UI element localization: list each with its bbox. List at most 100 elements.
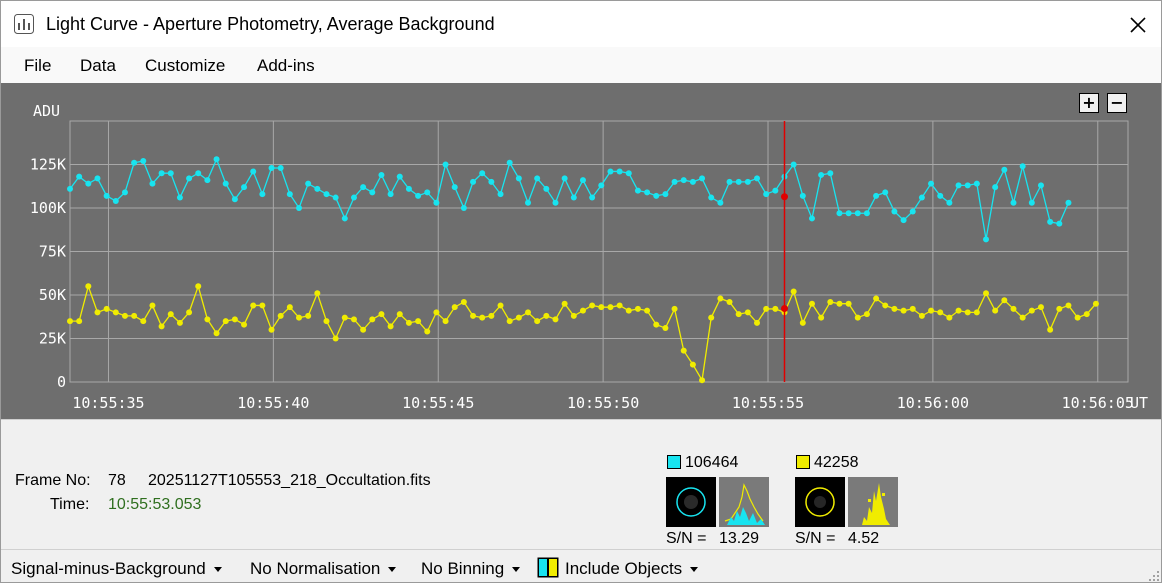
series-2-point [415, 318, 422, 325]
series-2-point [67, 318, 73, 325]
series-1-point [570, 194, 577, 201]
series-1-point [928, 180, 935, 187]
object2-color-swatch[interactable] [796, 455, 810, 469]
series-1-point [460, 205, 467, 211]
series-2-point [625, 307, 632, 314]
series-1-point [350, 194, 357, 201]
series-1-point [708, 194, 715, 201]
series-2-point [433, 309, 440, 316]
series-1-point [140, 158, 147, 165]
series-2-point [341, 314, 348, 321]
menu-customize[interactable]: Customize [145, 56, 226, 75]
series-1-point [1028, 199, 1035, 206]
object1-sn-value: 13.29 [719, 530, 760, 547]
series-2-point [131, 312, 138, 319]
series-1-point [296, 205, 303, 211]
series-2-point [671, 305, 678, 312]
series-2-point [570, 312, 577, 319]
chevron-down-icon [388, 567, 397, 573]
signal-mode-dropdown[interactable]: Signal-minus-Background [11, 559, 222, 579]
series-2-point [121, 312, 128, 319]
series-2-point [763, 305, 770, 312]
series-1-point [607, 168, 614, 175]
series-2-point [387, 323, 394, 330]
zoom-out-button[interactable]: − [1107, 93, 1127, 113]
series-2-point [708, 314, 715, 321]
series-1-point [158, 170, 165, 177]
series-2-point [1074, 314, 1081, 321]
series-2-point [754, 319, 761, 326]
series-2-point [744, 309, 751, 316]
series-1-point [534, 175, 541, 182]
series-1-point [360, 184, 367, 191]
series-2-point [332, 335, 339, 342]
series-1-point [222, 180, 229, 187]
series-2-point [195, 283, 202, 290]
series-2-point [460, 298, 467, 305]
series-2-point [772, 305, 779, 312]
series-2-point [955, 307, 962, 314]
series-2-point [1028, 307, 1035, 314]
series-1-point [186, 175, 193, 182]
object1-value: 106464 [685, 454, 739, 471]
series-1-point [341, 215, 348, 222]
series-1-point [589, 194, 596, 201]
close-icon[interactable] [1123, 10, 1153, 40]
series-1-point [415, 192, 422, 199]
series-2-point [296, 314, 303, 321]
series-2-point [662, 325, 669, 332]
series-2-point [1001, 297, 1008, 304]
frame-filename: 20251127T105553_218_Occultation.fits [148, 472, 431, 489]
series-1-point [772, 187, 779, 194]
menu-data[interactable]: Data [80, 56, 116, 75]
include-objects-icon[interactable] [537, 557, 559, 578]
menu-add-ins[interactable]: Add-ins [257, 56, 315, 75]
series-2-point [534, 318, 541, 325]
series-2-point [717, 295, 724, 302]
series-2-point [808, 300, 815, 307]
series-1-point [818, 171, 825, 178]
series-1-point [149, 180, 156, 187]
menu-file[interactable]: File [24, 56, 52, 75]
object2-sn-label: S/N = [795, 530, 836, 547]
signal-mode-label: Signal-minus-Background [11, 559, 206, 578]
series-2-point [323, 318, 330, 325]
series-2-point [973, 309, 980, 316]
series-2-point [396, 311, 403, 318]
series-1-point [67, 185, 73, 192]
x-tick-label: 10:55:45 [402, 394, 474, 412]
series-2-point [470, 312, 477, 319]
series-1-point [992, 184, 999, 191]
series-1-point [552, 199, 559, 206]
object1-color-swatch[interactable] [667, 455, 681, 469]
series-1-point [1037, 182, 1044, 189]
zoom-in-button[interactable]: + [1079, 93, 1099, 113]
series-1-point [909, 208, 916, 215]
series-2-point [103, 305, 110, 312]
series-1-point [808, 215, 815, 222]
object2-value: 42258 [814, 454, 859, 471]
series-1-point [790, 161, 797, 168]
series-1-point [277, 164, 284, 171]
series-1-point [680, 177, 687, 184]
normalisation-dropdown[interactable]: No Normalisation [250, 559, 397, 579]
series-1-point [268, 164, 275, 171]
series-1-point [900, 217, 907, 224]
series-1-point [442, 161, 449, 168]
x-tick-label: 10:55:35 [72, 394, 144, 412]
series-2-point [699, 377, 706, 384]
series-2-point [222, 318, 229, 325]
series-2-point [918, 312, 925, 319]
light-curve-chart[interactable]: 0 25K 50K 75K 100K 125K 10:55:35 10:55:40 10:55:… [1, 83, 1161, 419]
series-2-point [405, 319, 412, 326]
include-objects-dropdown[interactable]: Include Objects [565, 559, 699, 579]
series-1-point [863, 210, 870, 217]
normalisation-label: No Normalisation [250, 559, 381, 578]
series-2-point [607, 304, 614, 311]
series-1-point [1019, 163, 1026, 170]
object2-sn-value: 4.52 [848, 530, 880, 547]
series-1-point [671, 178, 678, 185]
resize-grip-icon[interactable] [1148, 570, 1160, 582]
binning-dropdown[interactable]: No Binning [421, 559, 521, 579]
chart-canvas: 0 25K 50K 75K 100K 125K 10:55:35 10:55:40 10:55:… [30, 102, 1148, 412]
